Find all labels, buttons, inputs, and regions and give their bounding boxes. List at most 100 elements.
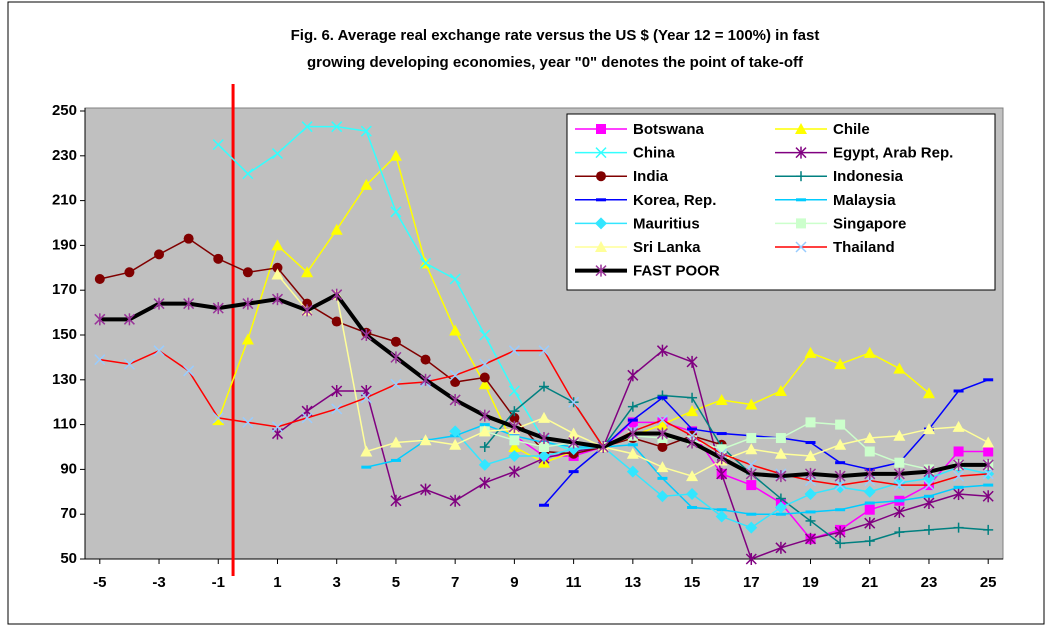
- marker: [479, 372, 490, 383]
- marker: [271, 148, 284, 160]
- marker: [450, 377, 461, 388]
- marker-shape: [745, 398, 758, 410]
- marker: [627, 369, 639, 382]
- marker: [183, 297, 195, 310]
- marker-shape: [596, 124, 606, 134]
- marker: [509, 435, 520, 446]
- x-tick-label: 25: [980, 574, 997, 591]
- marker: [922, 387, 935, 399]
- marker-shape: [389, 149, 402, 161]
- legend-label: Malaysia: [833, 192, 896, 209]
- marker-shape: [360, 125, 372, 137]
- marker: [331, 385, 343, 397]
- marker-shape: [686, 405, 699, 417]
- marker: [656, 344, 668, 357]
- marker: [538, 411, 550, 423]
- marker: [301, 304, 313, 317]
- marker-shape: [982, 468, 994, 480]
- marker: [893, 467, 905, 480]
- marker-shape: [538, 345, 550, 357]
- marker-shape: [124, 267, 135, 278]
- marker: [360, 445, 373, 457]
- marker-shape: [301, 121, 313, 133]
- marker: [538, 449, 550, 462]
- marker-shape: [894, 457, 905, 468]
- marker: [596, 124, 606, 134]
- marker: [331, 121, 343, 133]
- marker: [923, 479, 935, 491]
- marker-shape: [804, 449, 817, 461]
- marker: [795, 241, 807, 253]
- marker: [774, 385, 787, 396]
- legend-item: Mauritius: [575, 215, 700, 232]
- marker: [567, 427, 580, 439]
- x-tick-label: -3: [152, 574, 165, 591]
- marker-shape: [478, 458, 491, 471]
- marker: [508, 420, 520, 433]
- marker: [774, 501, 787, 514]
- marker-shape: [420, 257, 432, 269]
- x-tick-label: 21: [861, 574, 878, 591]
- marker-shape: [893, 479, 905, 491]
- marker: [479, 358, 491, 370]
- marker: [864, 517, 876, 530]
- marker: [390, 336, 401, 347]
- marker-shape: [864, 504, 875, 515]
- marker: [745, 398, 758, 410]
- marker-shape: [212, 414, 225, 426]
- legend-label: Sri Lanka: [633, 239, 701, 256]
- marker: [539, 381, 549, 392]
- marker-shape: [656, 490, 669, 503]
- marker: [271, 293, 284, 306]
- y-tick-label: 210: [52, 192, 77, 209]
- marker: [390, 206, 402, 218]
- marker: [775, 541, 787, 554]
- marker-shape: [183, 365, 195, 377]
- marker: [539, 442, 549, 452]
- marker: [982, 468, 994, 480]
- marker-shape: [774, 501, 787, 514]
- marker: [863, 346, 876, 358]
- marker: [154, 249, 165, 260]
- marker: [360, 329, 372, 341]
- marker-shape: [983, 446, 994, 457]
- marker: [775, 433, 786, 444]
- chart-title: Fig. 6. Average real exchange rate versu…: [291, 27, 820, 44]
- marker: [834, 358, 847, 370]
- x-tick-label: 7: [451, 574, 459, 591]
- chart-title: growing developing economies, year "0" d…: [307, 54, 804, 71]
- marker: [893, 505, 905, 518]
- y-tick-label: 150: [52, 326, 77, 343]
- marker: [390, 378, 402, 390]
- legend-item: Egypt, Arab Rep.: [775, 145, 953, 162]
- marker: [183, 365, 195, 377]
- marker-shape: [774, 447, 787, 459]
- marker: [804, 346, 817, 358]
- marker-shape: [595, 147, 607, 159]
- marker-shape: [656, 461, 669, 473]
- marker: [894, 527, 905, 538]
- marker-shape: [212, 412, 224, 424]
- marker-shape: [863, 432, 876, 444]
- marker-shape: [893, 362, 906, 374]
- marker-shape: [657, 442, 668, 452]
- marker-shape: [331, 121, 343, 133]
- x-tick-label: 5: [392, 574, 400, 591]
- marker: [715, 510, 728, 523]
- marker: [804, 467, 817, 480]
- marker-shape: [183, 233, 194, 244]
- marker-shape: [271, 421, 284, 433]
- marker-shape: [953, 470, 965, 482]
- x-tick-label: 1: [273, 574, 281, 591]
- marker: [331, 403, 343, 415]
- x-tick-label: 15: [684, 574, 701, 591]
- marker: [893, 476, 906, 489]
- legend-item: China: [575, 145, 675, 162]
- marker-shape: [538, 411, 550, 423]
- marker: [982, 458, 994, 471]
- marker: [745, 553, 757, 565]
- marker: [715, 393, 728, 405]
- marker: [390, 351, 402, 364]
- marker: [479, 476, 491, 489]
- marker: [242, 267, 253, 278]
